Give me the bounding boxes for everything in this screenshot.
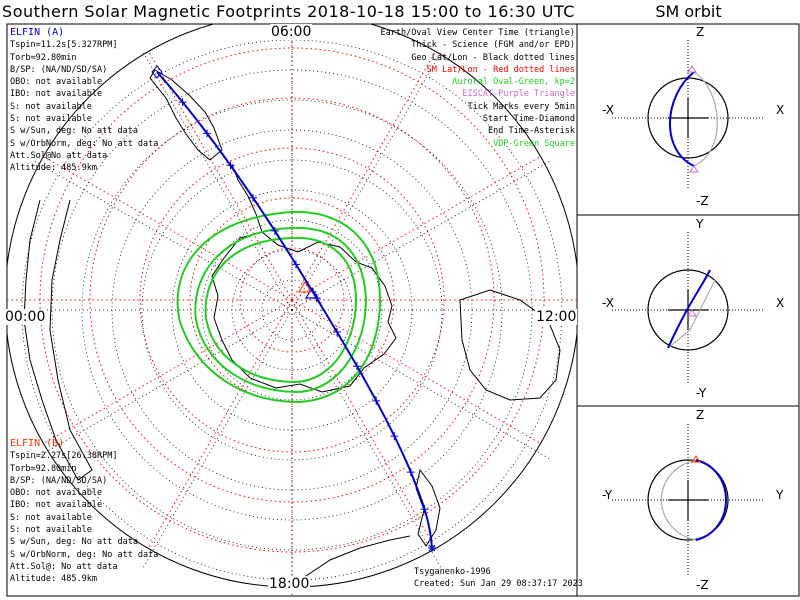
sm-meridians [7,24,577,587]
panel3-left: -Y [602,488,613,502]
orbit-tick [420,505,429,514]
legend-entry: Auroral Oval-Green, kp=2 [452,77,575,88]
meridian-line [291,299,436,549]
elfin-b-info-line: S w/OrbNorm, deg: No att data [10,549,159,560]
elfin-a-info-line: B/SP: (NA/ND/SD/SA) [10,64,108,75]
australia-coastline [459,289,561,401]
panel1-right: X [776,103,785,117]
orbit-tick [270,226,279,235]
legend-entry: VDP-Green Square [493,138,575,149]
elfin-b-info-line: S: not available [10,525,92,536]
orbit-tick [372,396,381,405]
elfin-a-info-line: S w/OrbNorm, deg: No att data [10,138,159,149]
meridian-line [291,51,436,301]
orbit-tick [333,328,342,337]
legend-entry: Thick - Science (FGM and/or EPD) [411,40,575,51]
auroral-oval-mid [194,226,368,394]
legend-entry: End Time-Asterisk [488,126,575,137]
panel2-left: -X [602,296,614,310]
meridian-line [43,299,293,444]
elfin-a-info-line: OBO: not available [10,77,103,88]
view-center-triangle [304,286,320,299]
elfin-a-info-line: Tspin=11.2s[5.327RPM] [10,40,118,51]
elfin-b-info-line: IBO: not available [10,500,103,511]
legend-entry: EISCAT-Purple Triangle [462,89,575,100]
eiscat-triangle [298,281,312,293]
legend: Earth/Oval View Center Time (triangle) Th… [381,27,575,150]
meridian-line [141,309,293,571]
elfin-a-info: ELFIN (A) Tspin=11.2s[5.327RPM] Torb=92.8… [10,27,158,175]
elfin-a-info-line: Att.Sol@No att data [10,150,108,161]
elfin-b-info-line: Tspin=2.27s[26.38RPM] [10,451,118,462]
model-label: Tsyganenko-1996 [414,567,491,577]
clock-label-left: 00:00 [4,309,47,325]
orbit-panel-yz [612,424,764,576]
orbit-tick [203,129,212,138]
legend-entry: Earth/Oval View Center Time (triangle) [380,28,575,38]
created-label: Created: Sun Jan 29 08:37:17 2023 [414,579,583,589]
orbit-panel-xy [612,232,764,384]
elfin-a-info-line: S: not available [10,114,92,125]
elfin-b-info-line: Att.Sol@: No att data [10,561,118,572]
elfin-b-info-line: S: not available [10,512,92,523]
new-zealand-coastline [415,468,441,547]
elfin-b-info-line: S w/Sun, deg: No att data [10,537,138,548]
elfin-a-info-line: Torb=92.80min [10,52,77,63]
legend-entry: Geo Lat/Lon - Black dotted lines [411,52,575,63]
elfin-a-info-line: IBO: not available [10,89,103,100]
africa-coastline [23,199,93,481]
elfin-b-name: ELFIN (B) [10,438,65,449]
meridian-line [291,156,541,301]
meridian-line [148,299,293,549]
orbit-tick [226,161,235,170]
elfin-b-info-line: Altitude: 485.9km [10,574,97,585]
panel3-bottom: -Z [696,578,709,592]
meridian-line [291,299,541,444]
clock-label-right: 12:00 [535,309,578,325]
panel2-bottom: -Y [696,386,707,400]
clock-label-top: 06:00 [270,24,313,40]
elfin-a-name: ELFIN (A) [10,27,65,38]
panel1-left: -X [602,103,614,117]
meridian-line [43,156,293,301]
elfin-a-info-line: S: not available [10,101,92,112]
southern-coast-strip [299,535,411,581]
orbit-tick [178,98,187,107]
panel3-top: Z [696,408,705,422]
legend-entry: Tick Marks every 5min [467,101,575,112]
clock-label-bottom: 18:00 [268,576,311,592]
panel1-bottom: -Z [696,194,709,208]
orbit-footprint-track [156,71,433,549]
elfin-b-info-line: OBO: not available [10,488,103,499]
panel1-top: Z [696,25,705,39]
auroral-oval-outer [176,210,382,404]
panel2-top: Y [696,217,704,231]
orbit-tick [390,432,399,441]
elfin-b-info-line: B/SP: (NA/ND/SD/SA) [10,475,108,486]
elfin-b-info-line: Torb=92.80min [10,463,77,474]
meridian-line [148,51,293,301]
elfin-a-info-line: S w/Sun, deg: No att data [10,126,138,137]
panel3-right: Y [776,488,784,502]
elfin-b-info: ELFIN (B) Tspin=2.27s[26.38RPM] Torb=92.8… [10,438,158,586]
orbit-panel-xz [612,40,764,190]
orbit-tick [291,260,300,269]
orbit-tick [249,193,258,202]
meridian-line [291,309,553,461]
orbit-title: SM orbit [655,2,722,21]
end-time-asterisk [428,544,436,552]
south-america-coastline [149,69,223,161]
orbit-tick [353,362,362,371]
auroral-oval-inner [204,236,358,384]
page-title: Southern Solar Magnetic Footprints 2018-… [2,2,575,21]
orbit-tick [406,468,415,477]
legend-entry: SM Lat/Lon - Red dotted lines [426,64,575,75]
elfin-a-info-line: Altitude: 485.9km [10,163,97,174]
orbit-tick-marks [178,98,429,514]
panel2-right: X [776,296,785,310]
legend-entry: Start Time-Diamond [482,114,575,125]
start-time-diamond [151,65,163,79]
